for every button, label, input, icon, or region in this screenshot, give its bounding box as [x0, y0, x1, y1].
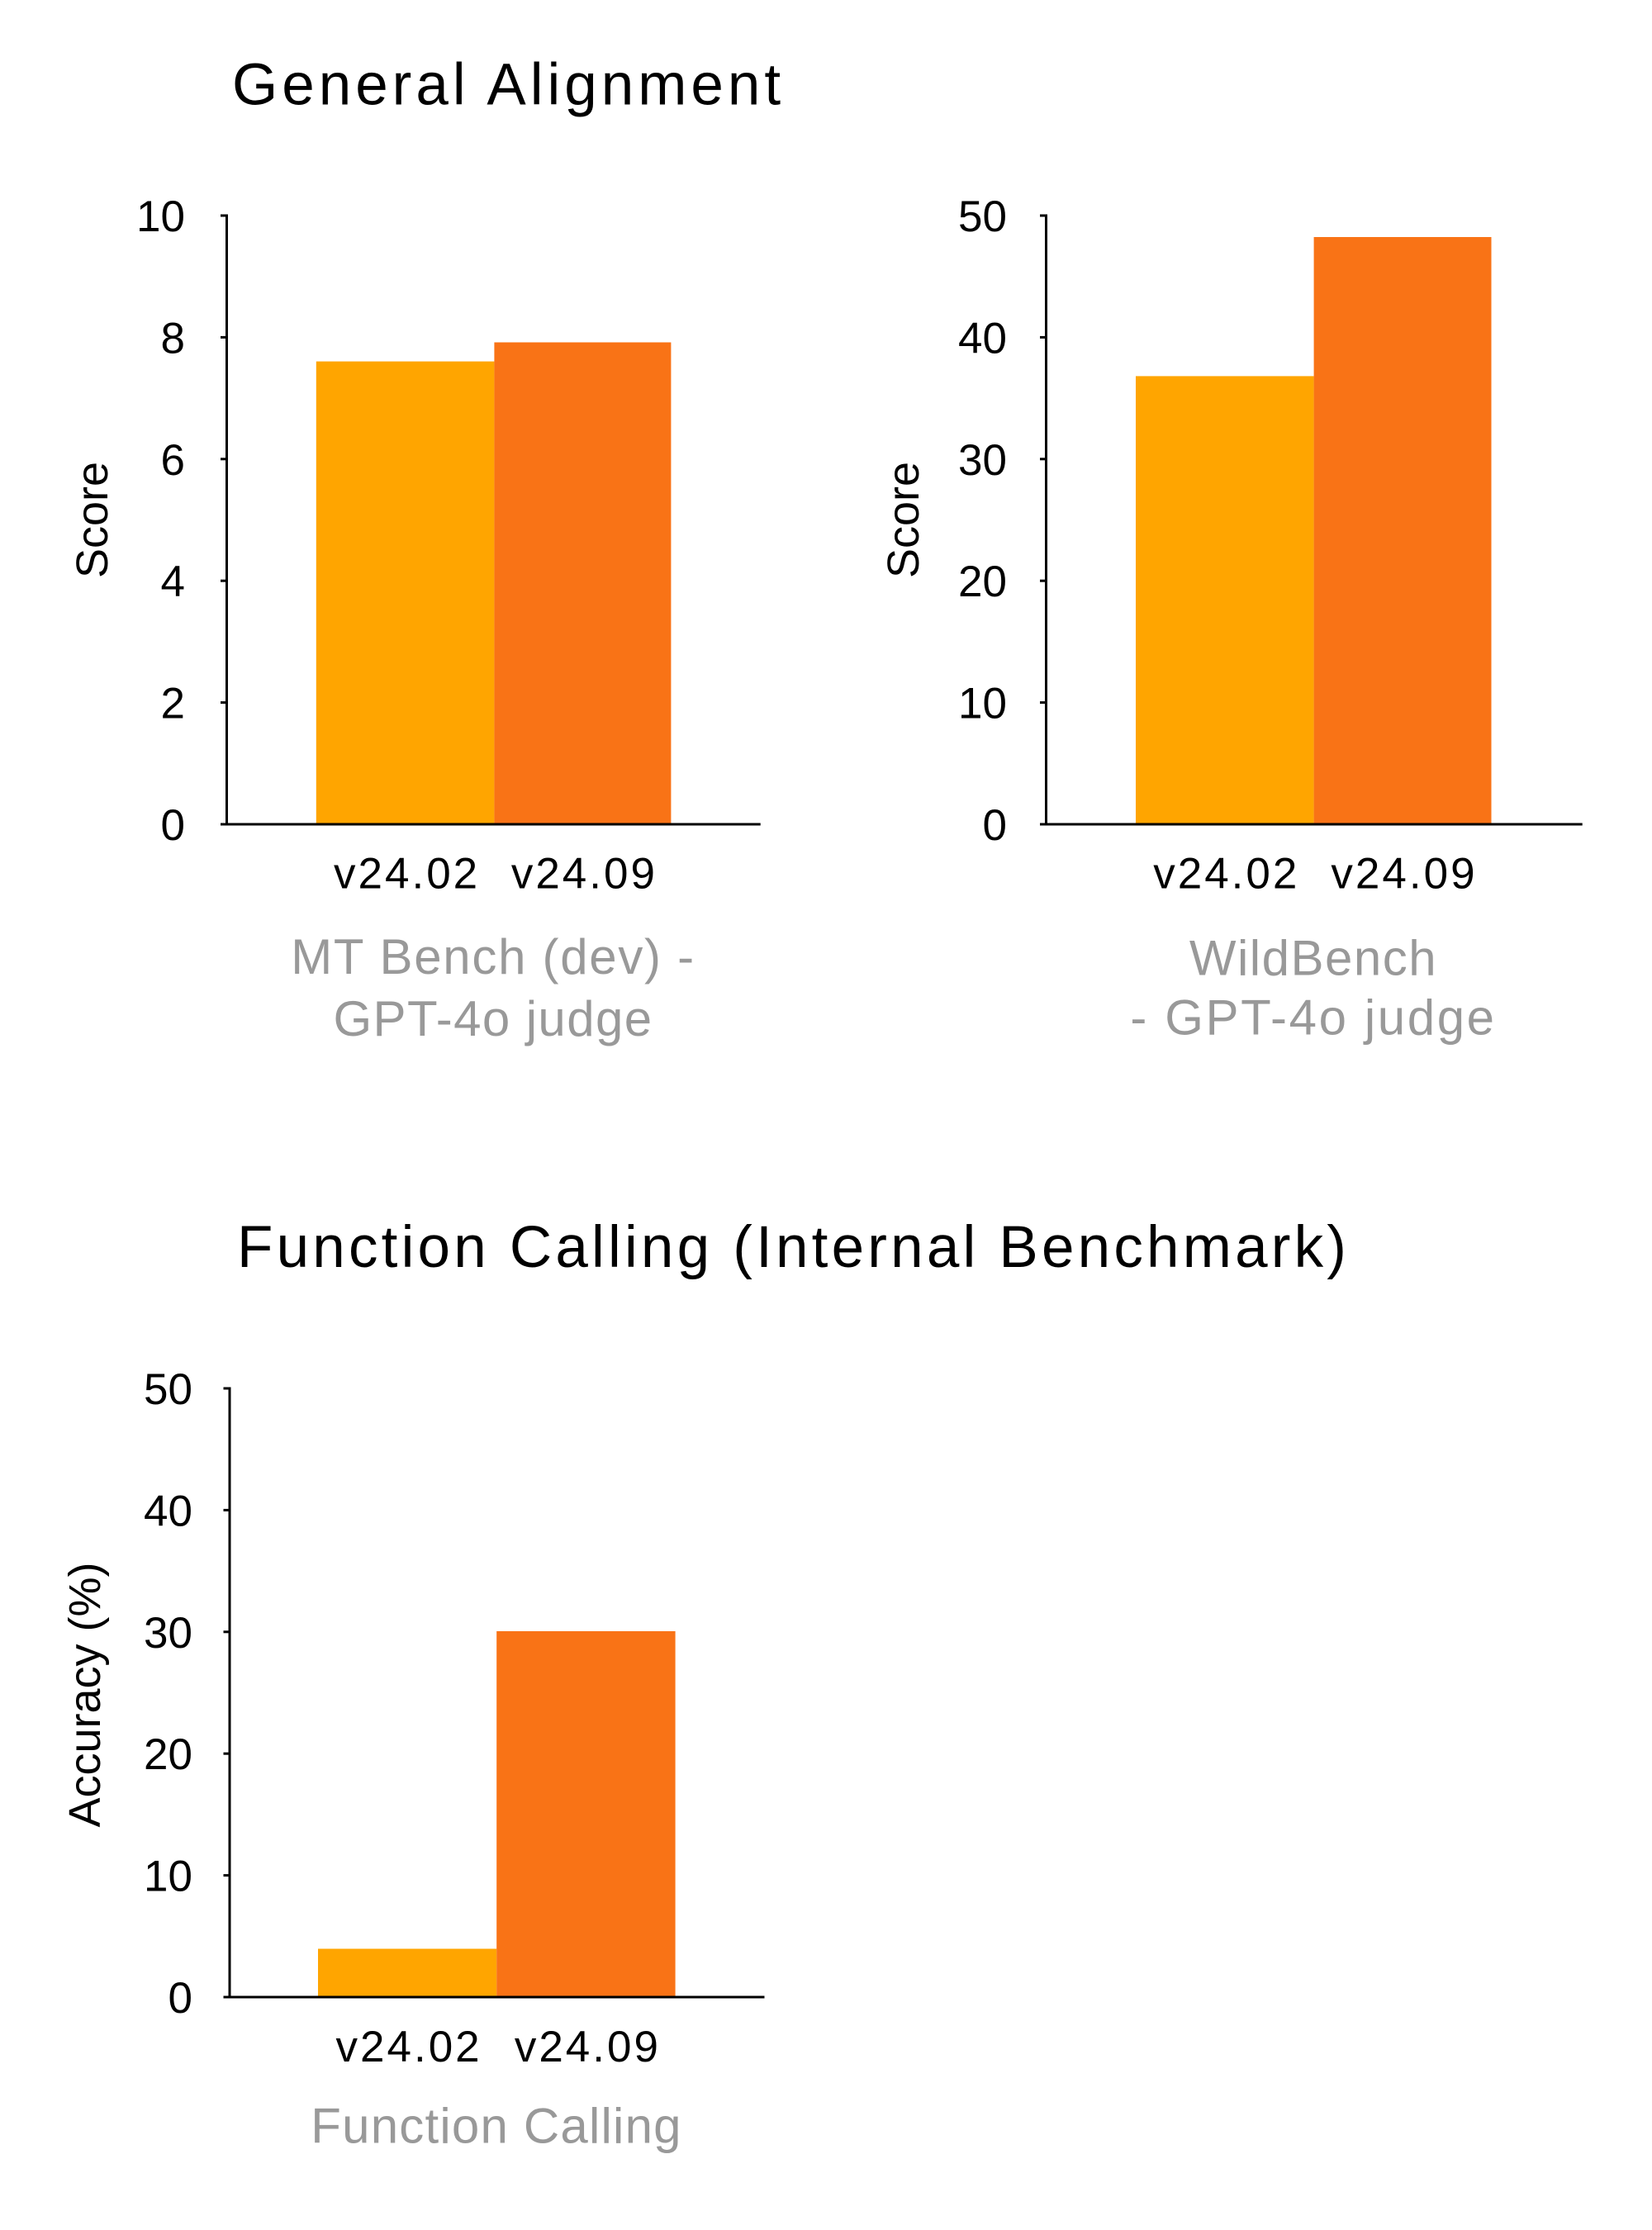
- svg-text:10: 10: [958, 680, 1007, 728]
- svg-text:Score: Score: [68, 462, 117, 578]
- svg-text:4: 4: [161, 558, 185, 606]
- svg-text:10: 10: [144, 1853, 192, 1901]
- svg-text:v24.09: v24.09: [511, 850, 657, 899]
- svg-text:40: 40: [144, 1487, 192, 1535]
- svg-text:Function Calling: Function Calling: [311, 2099, 681, 2154]
- svg-text:v24.09: v24.09: [515, 2023, 661, 2071]
- svg-text:- GPT-4o judge: - GPT-4o judge: [1130, 990, 1496, 1046]
- svg-text:20: 20: [958, 558, 1007, 606]
- svg-text:Score: Score: [879, 462, 928, 578]
- svg-text:MT Bench (dev) -: MT Bench (dev) -: [291, 929, 695, 985]
- svg-text:v24.09: v24.09: [1331, 850, 1477, 899]
- svg-text:8: 8: [161, 314, 185, 363]
- svg-text:50: 50: [144, 1365, 192, 1414]
- svg-text:2: 2: [161, 680, 185, 728]
- svg-text:v24.02: v24.02: [334, 850, 480, 899]
- svg-text:30: 30: [144, 1609, 192, 1658]
- svg-text:0: 0: [161, 801, 185, 850]
- svg-text:40: 40: [958, 314, 1007, 363]
- svg-text:10: 10: [136, 192, 185, 241]
- svg-text:0: 0: [983, 801, 1007, 850]
- svg-text:Accuracy (%): Accuracy (%): [60, 1562, 110, 1827]
- svg-text:General Alignment: General Alignment: [232, 52, 785, 117]
- svg-text:WildBench: WildBench: [1189, 931, 1437, 986]
- svg-text:50: 50: [958, 192, 1007, 241]
- svg-text:GPT-4o judge: GPT-4o judge: [333, 991, 653, 1046]
- svg-text:20: 20: [144, 1730, 192, 1779]
- svg-text:Function Calling (Internal Ben: Function Calling (Internal Benchmark): [237, 1215, 1350, 1280]
- svg-text:v24.02: v24.02: [336, 2023, 482, 2071]
- svg-text:30: 30: [958, 436, 1007, 485]
- svg-text:v24.02: v24.02: [1153, 850, 1299, 899]
- svg-text:6: 6: [161, 436, 185, 485]
- svg-text:0: 0: [169, 1974, 192, 2023]
